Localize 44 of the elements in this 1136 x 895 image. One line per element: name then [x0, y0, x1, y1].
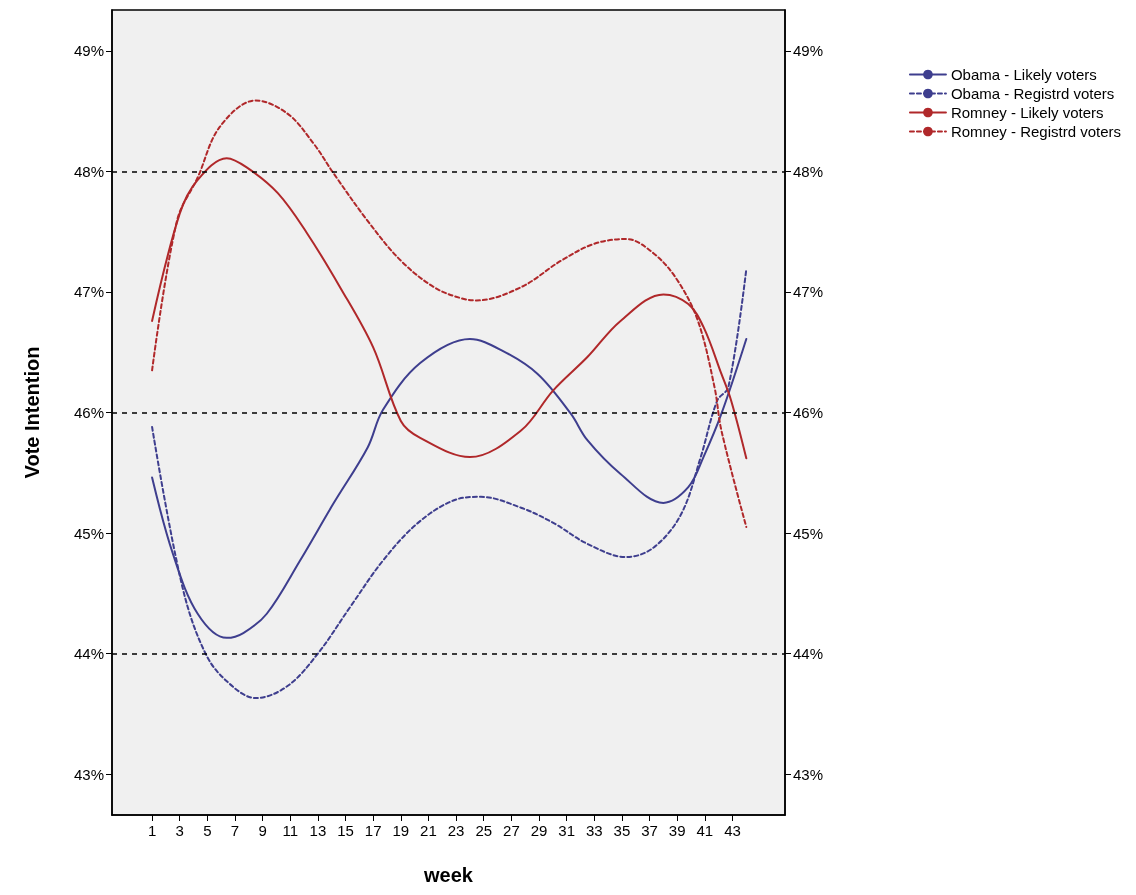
y2-tick-label: 43%	[793, 765, 824, 783]
y-tick-label: 49%	[73, 42, 104, 60]
x-tick-label: 37	[641, 822, 658, 839]
x-tick-label: 25	[475, 822, 493, 839]
x-tick-label: 21	[420, 822, 437, 839]
y-axis-title: Vote Intention	[21, 346, 43, 479]
x-tick-label: 31	[558, 822, 575, 839]
y2-tick-label: 47%	[793, 283, 824, 301]
x-tick-label: 29	[530, 822, 548, 839]
x-tick-label: 27	[503, 822, 520, 839]
x-tick-label: 19	[392, 822, 410, 839]
x-tick-label: 5	[203, 822, 212, 839]
x-tick-label: 7	[230, 822, 240, 839]
y-tick-label: 43%	[73, 765, 104, 783]
x-tick-label: 1	[147, 822, 157, 839]
y2-tick-label: 49%	[793, 42, 824, 60]
x-tick-label: 9	[258, 822, 267, 839]
y2-tick-label: 46%	[793, 404, 824, 421]
x-tick-label: 39	[668, 822, 686, 839]
x-tick-label: 43	[724, 822, 741, 839]
line-series	[151, 99, 748, 528]
x-tick-label: 41	[696, 822, 714, 839]
x-tick-label: 3	[175, 822, 184, 839]
y-tick-label: 46%	[73, 404, 104, 421]
x-tick-label: 15	[337, 822, 354, 839]
line-series	[151, 268, 748, 700]
x-tick-label: 13	[309, 822, 327, 839]
x-tick-label: 33	[585, 822, 603, 839]
y-tick-label: 47%	[73, 283, 104, 301]
x-tick-label: 11	[282, 822, 299, 839]
legend-label: Romney - Likely voters	[950, 104, 1104, 121]
legend-label: Obama - Likely voters	[950, 66, 1097, 83]
y2-tick-label: 45%	[793, 524, 824, 542]
y-tick-label: 48%	[73, 162, 104, 180]
y2-tick-label: 44%	[793, 645, 824, 663]
x-tick-label: 23	[447, 822, 465, 839]
legend-label: Romney - Registrd voters	[950, 123, 1122, 140]
x-tick-label: 17	[364, 822, 382, 839]
x-tick-label: 35	[613, 822, 631, 839]
x-axis-title: week	[423, 864, 474, 886]
y-tick-label: 44%	[73, 645, 104, 663]
legend-label: Obama - Registrd voters	[950, 85, 1115, 102]
y-tick-label: 45%	[73, 524, 104, 542]
y2-tick-label: 48%	[793, 162, 824, 180]
